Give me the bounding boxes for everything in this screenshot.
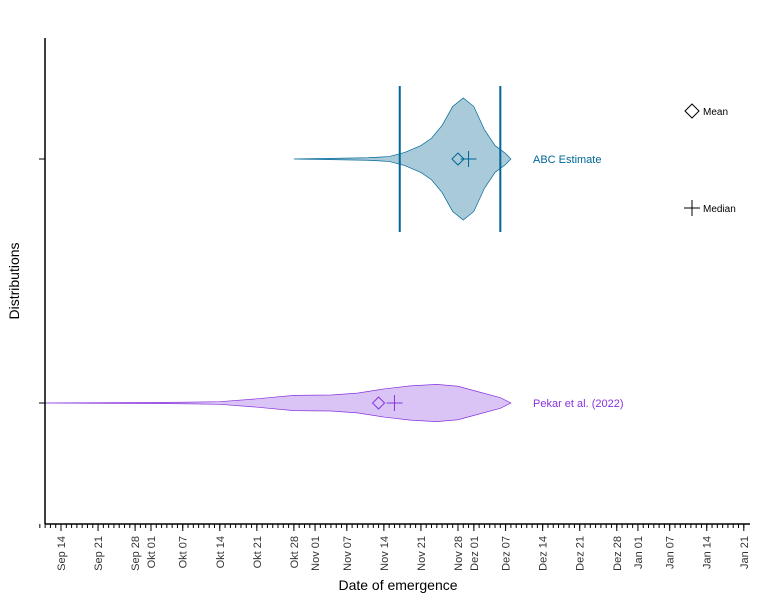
x-tick-label: Dez 14 [538,536,550,571]
x-tick-label: Jan 01 [633,536,645,569]
x-tick-label: Nov 01 [310,536,322,571]
markers-layer [371,86,502,411]
x-tick-label: Jan 07 [665,536,677,569]
x-tick-label: Sep 14 [56,536,68,571]
x-tick-label: Nov 14 [379,536,391,571]
violin-1 [39,384,512,422]
violins-layer [39,97,512,422]
x-tick-label: Dez 21 [575,536,587,571]
axes-layer [39,38,750,525]
series-label-1: Pekar et al. (2022) [533,398,624,410]
x-tick-label: Nov 07 [342,536,354,571]
x-tick-label: Dez 01 [469,536,481,571]
legend-entry-median: Median [684,200,736,216]
x-tick-label: Okt 21 [252,536,264,568]
x-tick-label: Okt 07 [178,536,190,568]
x-tick-label: Nov 28 [453,536,465,571]
mean-marker-0 [451,152,465,166]
x-tick-label: Okt 14 [215,536,227,568]
x-tick-label: Jan 14 [702,536,714,569]
x-tick-label: Okt 01 [146,536,158,568]
series-label-0: ABC Estimate [533,154,601,166]
legend-label-median: Median [703,204,736,215]
x-tick-label: Jan 21 [739,536,751,569]
x-tick-label: Nov 21 [416,536,428,571]
mean-marker-1 [371,396,386,410]
legend-label-mean: Mean [703,107,728,118]
x-tick-label: Okt 28 [289,536,301,568]
legend: Mean Median [684,103,736,216]
series-labels-layer: ABC Estimate Pekar et al. (2022) [533,154,624,410]
x-tick-label: Dez 28 [612,536,624,571]
x-tick-label: Sep 28 [130,536,142,571]
x-tick-label: Sep 21 [93,536,105,571]
x-ticks-layer: Sep 14 Sep 21 Sep 28 Okt 01 Okt 07 Okt 14 Okt … [39,524,751,571]
x-tick-label: Dez 07 [501,536,513,571]
legend-entry-mean: Mean [684,103,728,119]
x-axis-title: Date of emergence [338,577,457,593]
mean-legend-icon [684,103,700,119]
y-axis-title: Distributions [6,242,22,319]
violin-0 [293,97,512,221]
